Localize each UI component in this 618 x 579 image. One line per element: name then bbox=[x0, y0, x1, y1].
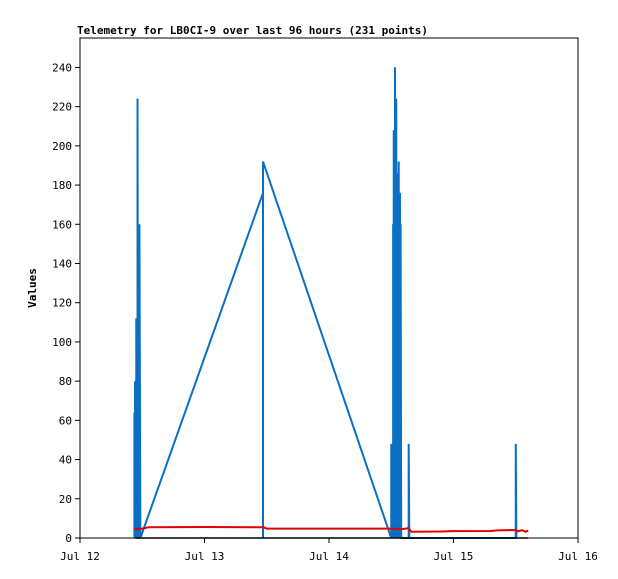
y-tick-label: 140 bbox=[52, 257, 72, 270]
x-tick-label: Jul 13 bbox=[185, 550, 225, 563]
series-line-1 bbox=[134, 526, 529, 533]
y-tick-label: 20 bbox=[59, 493, 72, 506]
chart-title: Telemetry for LB0CI-9 over last 96 hours… bbox=[77, 24, 428, 37]
x-tick-label: Jul 16 bbox=[558, 550, 598, 563]
x-axis: Jul 12 Jul 13 Jul 14 Jul 15 Jul 16 bbox=[60, 538, 598, 563]
x-tick-label: Jul 14 bbox=[309, 550, 349, 563]
x-tick-label: Jul 15 bbox=[434, 550, 474, 563]
y-tick-label: 220 bbox=[52, 101, 72, 114]
series-line-0 bbox=[133, 67, 518, 539]
x-tick-label: Jul 12 bbox=[60, 550, 100, 563]
y-tick-label: 120 bbox=[52, 297, 72, 310]
y-tick-label: 240 bbox=[52, 61, 72, 74]
y-tick-label: 100 bbox=[52, 336, 72, 349]
y-tick-label: 80 bbox=[59, 375, 72, 388]
series-layer bbox=[133, 67, 529, 539]
y-tick-label: 60 bbox=[59, 414, 72, 427]
y-tick-label: 0 bbox=[65, 532, 72, 545]
y-tick-label: 160 bbox=[52, 218, 72, 231]
y-tick-label: 40 bbox=[59, 454, 72, 467]
y-tick-label: 200 bbox=[52, 140, 72, 153]
y-axis: 0 20 40 60 80 100 120 140 160 180 200 220 240 bbox=[52, 61, 80, 545]
y-axis-label: Values bbox=[26, 268, 39, 308]
y-tick-label: 180 bbox=[52, 179, 72, 192]
plot-frame bbox=[79, 37, 579, 539]
